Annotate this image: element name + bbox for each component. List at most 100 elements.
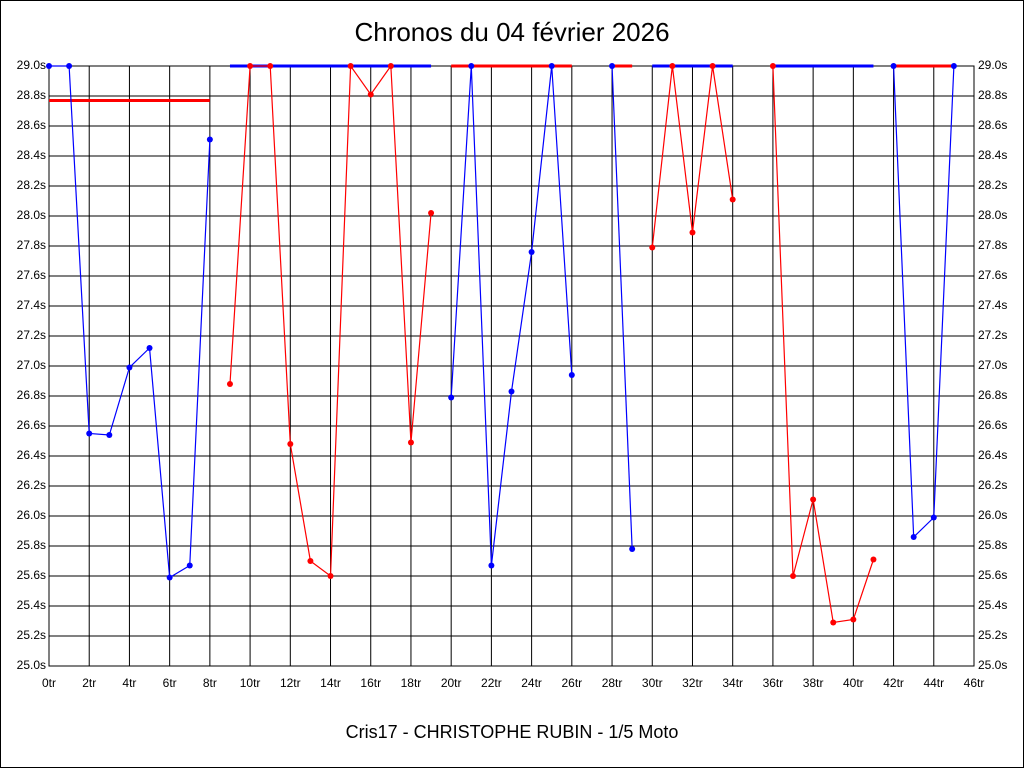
x-tick-label: 44tr xyxy=(923,676,944,690)
point xyxy=(247,63,254,69)
y2-tick-label: 26.0s xyxy=(978,508,1007,522)
point xyxy=(267,63,274,69)
point xyxy=(407,439,414,446)
point xyxy=(508,388,515,395)
x-tick-label: 32tr xyxy=(682,676,703,690)
point xyxy=(950,63,957,69)
x-tick-label: 10tr xyxy=(240,676,261,690)
point xyxy=(669,63,676,69)
y2-tick-label: 27.2s xyxy=(978,328,1007,342)
y-tick-label: 26.8s xyxy=(17,388,46,402)
x-axis-label: Cris17 - CHRISTOPHE RUBIN - 1/5 Moto xyxy=(346,722,679,742)
y2-tick-label: 28.0s xyxy=(978,208,1007,222)
y-tick-label: 27.2s xyxy=(17,328,46,342)
y-tick-label: 27.4s xyxy=(17,298,46,312)
point xyxy=(568,372,575,378)
y-tick-label: 28.6s xyxy=(17,118,46,132)
y2-tick-label: 26.4s xyxy=(978,448,1007,462)
y-tick-label: 27.6s xyxy=(17,268,46,282)
y-tick-label: 25.8s xyxy=(17,538,46,552)
point xyxy=(629,546,636,552)
point xyxy=(830,619,837,626)
y-tick-label: 25.6s xyxy=(17,568,46,582)
x-tick-label: 4tr xyxy=(122,676,136,690)
point xyxy=(106,432,113,438)
series-line xyxy=(892,65,955,539)
point xyxy=(126,364,133,371)
x-tick-label: 28tr xyxy=(602,676,623,690)
y-tick-label: 27.8s xyxy=(17,238,46,252)
point xyxy=(729,196,736,203)
point xyxy=(769,63,776,69)
y2-tick-label: 29.0s xyxy=(978,58,1007,72)
y2-tick-label: 26.6s xyxy=(978,418,1007,432)
point xyxy=(387,63,394,69)
y-tick-label: 28.4s xyxy=(17,148,46,162)
point xyxy=(347,63,354,69)
x-tick-label: 22tr xyxy=(481,676,502,690)
point xyxy=(287,441,294,447)
y-tick-label: 25.2s xyxy=(17,628,46,642)
x-tick-label: 34tr xyxy=(722,676,743,690)
y2-tick-label: 27.6s xyxy=(978,268,1007,282)
point xyxy=(66,63,73,69)
point xyxy=(488,562,495,569)
point xyxy=(548,63,555,69)
point xyxy=(206,136,213,143)
series-line xyxy=(772,65,875,624)
y2-tick-label: 27.4s xyxy=(978,298,1007,312)
point xyxy=(166,574,173,581)
point xyxy=(930,514,937,521)
y-tick-label: 29.0s xyxy=(17,58,46,72)
x-tick-label: 2tr xyxy=(82,676,96,690)
y-tick-label: 28.0s xyxy=(17,208,46,222)
point xyxy=(367,91,374,98)
series-line xyxy=(611,65,633,550)
y-tick-label: 26.4s xyxy=(17,448,46,462)
y2-tick-label: 27.0s xyxy=(978,358,1007,372)
y2-tick-label: 25.6s xyxy=(978,568,1007,582)
point xyxy=(327,573,334,579)
y-tick-label: 26.2s xyxy=(17,478,46,492)
point xyxy=(810,496,817,503)
point xyxy=(910,534,917,540)
y-tick-label: 28.8s xyxy=(17,88,46,102)
x-tick-label: 24tr xyxy=(521,676,542,690)
x-tick-label: 30tr xyxy=(642,676,663,690)
y-tick-label: 26.0s xyxy=(17,508,46,522)
point xyxy=(528,249,535,255)
x-tick-label: 12tr xyxy=(280,676,301,690)
y-tick-label: 25.4s xyxy=(17,598,46,612)
point xyxy=(226,381,233,387)
x-tick-label: 6tr xyxy=(163,676,177,690)
x-tick-label: 20tr xyxy=(441,676,462,690)
x-tick-label: 36tr xyxy=(763,676,784,690)
x-tick-label: 46tr xyxy=(964,676,985,690)
y2-tick-label: 26.2s xyxy=(978,478,1007,492)
y2-tick-label: 27.8s xyxy=(978,238,1007,252)
x-tick-label: 38tr xyxy=(803,676,824,690)
x-tick-label: 26tr xyxy=(561,676,582,690)
point xyxy=(890,63,897,69)
x-tick-label: 8tr xyxy=(203,676,217,690)
point xyxy=(709,63,716,69)
y-tick-label: 26.6s xyxy=(17,418,46,432)
x-tick-label: 14tr xyxy=(320,676,341,690)
y2-tick-label: 25.8s xyxy=(978,538,1007,552)
point xyxy=(468,63,475,69)
point xyxy=(46,63,52,69)
point xyxy=(307,558,314,564)
point xyxy=(146,345,153,351)
y2-tick-label: 26.8s xyxy=(978,388,1007,402)
y2-tick-label: 28.2s xyxy=(978,178,1007,192)
point xyxy=(689,229,696,236)
point xyxy=(86,430,93,437)
point xyxy=(428,210,435,216)
y2-tick-label: 28.4s xyxy=(978,148,1007,162)
y2-tick-label: 25.0s xyxy=(978,658,1007,672)
point xyxy=(448,394,455,401)
x-tick-label: 42tr xyxy=(883,676,904,690)
x-tick-label: 18tr xyxy=(401,676,422,690)
